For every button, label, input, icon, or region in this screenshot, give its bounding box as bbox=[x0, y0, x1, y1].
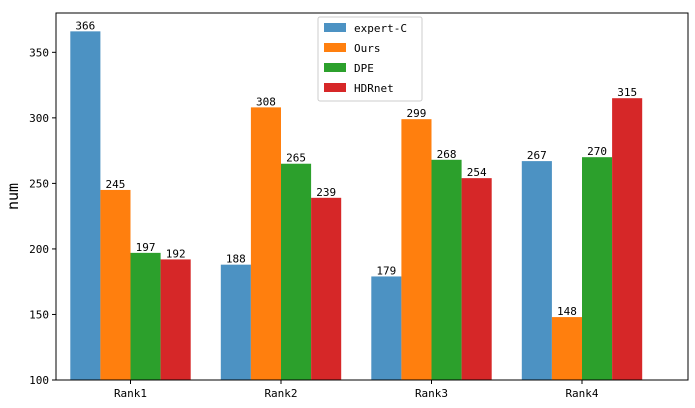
bar-expert-c-rank3 bbox=[371, 276, 402, 380]
x-tick-label: Rank4 bbox=[565, 387, 598, 400]
legend-swatch bbox=[324, 43, 346, 52]
x-tick-label: Rank1 bbox=[114, 387, 147, 400]
data-label: 270 bbox=[587, 145, 607, 158]
y-tick-label: 300 bbox=[29, 112, 49, 125]
bar-ours-rank2 bbox=[250, 107, 281, 381]
data-label: 308 bbox=[256, 95, 276, 108]
data-label: 268 bbox=[437, 148, 457, 161]
legend-swatch bbox=[324, 23, 346, 32]
bar-hdrnet-rank1 bbox=[160, 259, 191, 380]
data-label: 254 bbox=[467, 166, 487, 179]
plot-frame bbox=[55, 12, 689, 381]
x-tick-label: Rank3 bbox=[415, 387, 448, 400]
bar-dpe-rank2 bbox=[281, 163, 312, 380]
bar-expert-c-rank4 bbox=[521, 161, 552, 380]
bar-expert-c-rank2 bbox=[220, 264, 251, 380]
bar-ours-rank4 bbox=[551, 317, 582, 380]
data-label: 148 bbox=[557, 305, 577, 318]
legend-label: DPE bbox=[354, 62, 374, 75]
data-label: 265 bbox=[286, 152, 306, 165]
data-label: 245 bbox=[106, 178, 126, 191]
data-label: 267 bbox=[527, 149, 547, 162]
legend-label: expert-C bbox=[354, 22, 407, 35]
data-label: 315 bbox=[617, 86, 637, 99]
legend-swatch bbox=[324, 63, 346, 72]
bar-dpe-rank3 bbox=[431, 159, 462, 380]
y-axis-title: num bbox=[4, 183, 22, 210]
bar-dpe-rank4 bbox=[582, 157, 613, 380]
legend-box bbox=[317, 16, 423, 102]
bar-expert-c-rank1 bbox=[70, 31, 101, 380]
bar-hdrnet-rank4 bbox=[612, 98, 643, 380]
y-tick-label: 200 bbox=[29, 243, 49, 256]
bars-layer bbox=[70, 31, 643, 381]
legend-label: Ours bbox=[354, 42, 381, 55]
data-label: 188 bbox=[226, 253, 246, 266]
y-tick-label: 150 bbox=[29, 308, 49, 321]
bar-ours-rank3 bbox=[401, 119, 432, 381]
y-axis: 100 150 200 250 300 350 bbox=[29, 46, 56, 387]
y-tick-label: 350 bbox=[29, 46, 49, 59]
x-axis: Rank1 Rank2 Rank3 Rank4 bbox=[114, 380, 599, 400]
bar-ours-rank1 bbox=[100, 189, 131, 380]
y-tick-label: 250 bbox=[29, 177, 49, 190]
y-tick-label: 100 bbox=[29, 374, 49, 387]
bar-hdrnet-rank3 bbox=[461, 178, 492, 380]
data-label: 366 bbox=[75, 19, 95, 32]
bar-hdrnet-rank2 bbox=[311, 197, 342, 380]
data-labels-layer: 366 245 197 192 188 308 265 239 179 299 268 254 267 1… bbox=[75, 19, 637, 318]
bar-dpe-rank1 bbox=[130, 252, 161, 380]
legend-swatch bbox=[324, 83, 346, 92]
data-label: 197 bbox=[136, 241, 156, 254]
legend: expert-C Ours DPE HDRnet bbox=[317, 16, 423, 102]
data-label: 179 bbox=[376, 264, 396, 277]
data-label: 299 bbox=[407, 107, 427, 120]
data-label: 192 bbox=[166, 247, 186, 260]
data-label: 239 bbox=[316, 186, 336, 199]
x-tick-label: Rank2 bbox=[264, 387, 297, 400]
legend-label: HDRnet bbox=[354, 82, 394, 95]
